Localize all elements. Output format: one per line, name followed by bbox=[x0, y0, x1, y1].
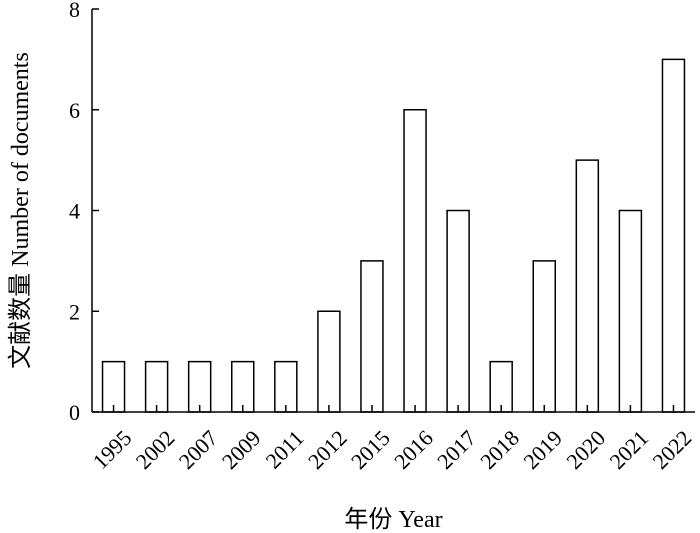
bar-2020 bbox=[575, 159, 600, 413]
x-tick-label-2020: 2020 bbox=[561, 425, 610, 474]
x-tick-label-2009: 2009 bbox=[217, 425, 266, 474]
bar-2007 bbox=[187, 360, 212, 413]
x-tick-label-2021: 2021 bbox=[604, 425, 653, 474]
x-ticks-group: 1995200220072009201120122015201620172018… bbox=[88, 405, 697, 474]
y-tick-label: 6 bbox=[69, 98, 80, 123]
y-tick-label: 2 bbox=[69, 299, 80, 324]
x-tick-label-2017: 2017 bbox=[432, 425, 481, 474]
x-tick-label-1995: 1995 bbox=[88, 425, 137, 474]
bar-2009 bbox=[231, 360, 255, 413]
x-tick-label-2002: 2002 bbox=[131, 425, 180, 474]
x-tick-label-2016: 2016 bbox=[389, 425, 438, 474]
x-tick-label-2019: 2019 bbox=[518, 425, 567, 474]
bar-1995 bbox=[101, 360, 126, 413]
x-tick-label-2022: 2022 bbox=[648, 425, 697, 474]
y-tick-label: 4 bbox=[69, 199, 80, 224]
x-tick-label-2018: 2018 bbox=[475, 425, 524, 474]
y-tick-label: 0 bbox=[69, 400, 80, 425]
bar-2021 bbox=[618, 209, 643, 413]
x-tick-label-2011: 2011 bbox=[260, 425, 308, 473]
bar-2016 bbox=[403, 109, 427, 413]
y-tick-label: 8 bbox=[69, 0, 80, 22]
bars-group bbox=[101, 58, 686, 413]
bar-2018 bbox=[489, 360, 513, 413]
bar-2011 bbox=[274, 360, 298, 413]
bar-2017 bbox=[446, 209, 470, 413]
bar-2002 bbox=[144, 360, 169, 413]
bar-2019 bbox=[532, 260, 556, 413]
bar-2022 bbox=[661, 58, 686, 413]
y-axis-label: 文献数量 Number of documents bbox=[7, 52, 34, 369]
x-tick-label-2007: 2007 bbox=[174, 425, 223, 474]
x-tick-label-2012: 2012 bbox=[303, 425, 352, 474]
bar-2012 bbox=[317, 310, 341, 413]
x-tick-label-2015: 2015 bbox=[346, 425, 395, 474]
x-axis-label: 年份 Year bbox=[344, 506, 442, 533]
y-ticks-group: 0 2 4 6 8 bbox=[69, 0, 99, 425]
bar-2015 bbox=[360, 260, 384, 413]
